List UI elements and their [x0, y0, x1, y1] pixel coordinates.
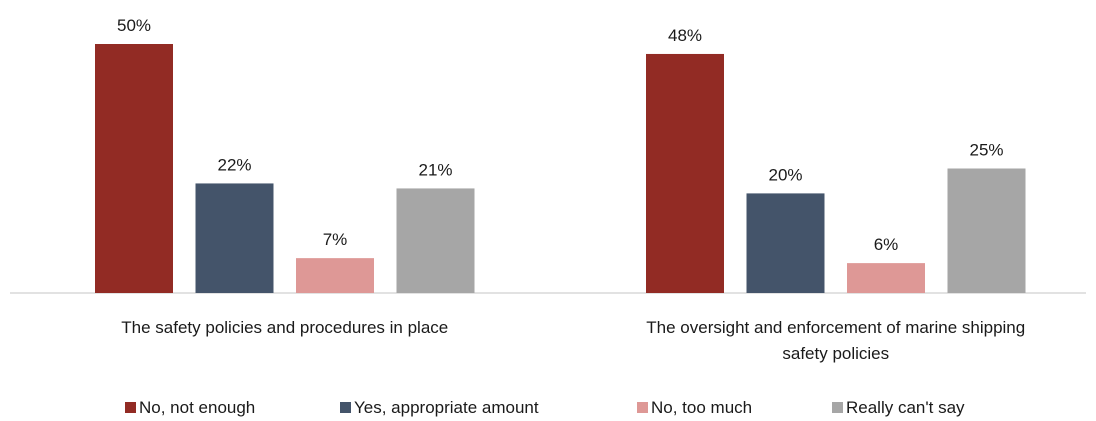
category-labels-layer: The safety policies and procedures in pl… [121, 318, 1025, 363]
data-label: 22% [217, 155, 251, 174]
data-label: 48% [668, 26, 702, 45]
bars-layer [95, 44, 1026, 294]
data-label: 50% [117, 16, 151, 35]
bar-1-0 [195, 183, 274, 293]
value-labels-layer: 50% 22% 7% 21% 48% 20% 6% 25% [117, 16, 1004, 254]
legend-label: Yes, appropriate amount [354, 398, 539, 417]
data-label: 21% [418, 160, 452, 179]
legend-swatch [125, 402, 136, 413]
legend-swatch [340, 402, 351, 413]
category-label: safety policies [782, 344, 889, 363]
bar-1-1 [746, 193, 825, 293]
legend-label: No, too much [651, 398, 752, 417]
bar-2-1 [847, 263, 925, 293]
data-label: 20% [768, 165, 802, 184]
category-label: The safety policies and procedures in pl… [121, 318, 448, 337]
legend-swatch [832, 402, 843, 413]
bar-0-0 [95, 44, 173, 293]
legend-label: Really can't say [846, 398, 965, 417]
bar-0-1 [646, 53, 724, 294]
data-label: 6% [874, 235, 899, 254]
legend-label: No, not enough [139, 398, 255, 417]
data-label: 25% [969, 141, 1003, 160]
data-label: 7% [323, 230, 348, 249]
bar-2-0 [296, 258, 374, 293]
legend: No, not enough Yes, appropriate amount No,… [125, 398, 965, 417]
category-label: The oversight and enforcement of marine … [646, 318, 1025, 337]
bar-3-0 [396, 188, 475, 293]
bar-3-1 [947, 168, 1026, 293]
legend-swatch [637, 402, 648, 413]
